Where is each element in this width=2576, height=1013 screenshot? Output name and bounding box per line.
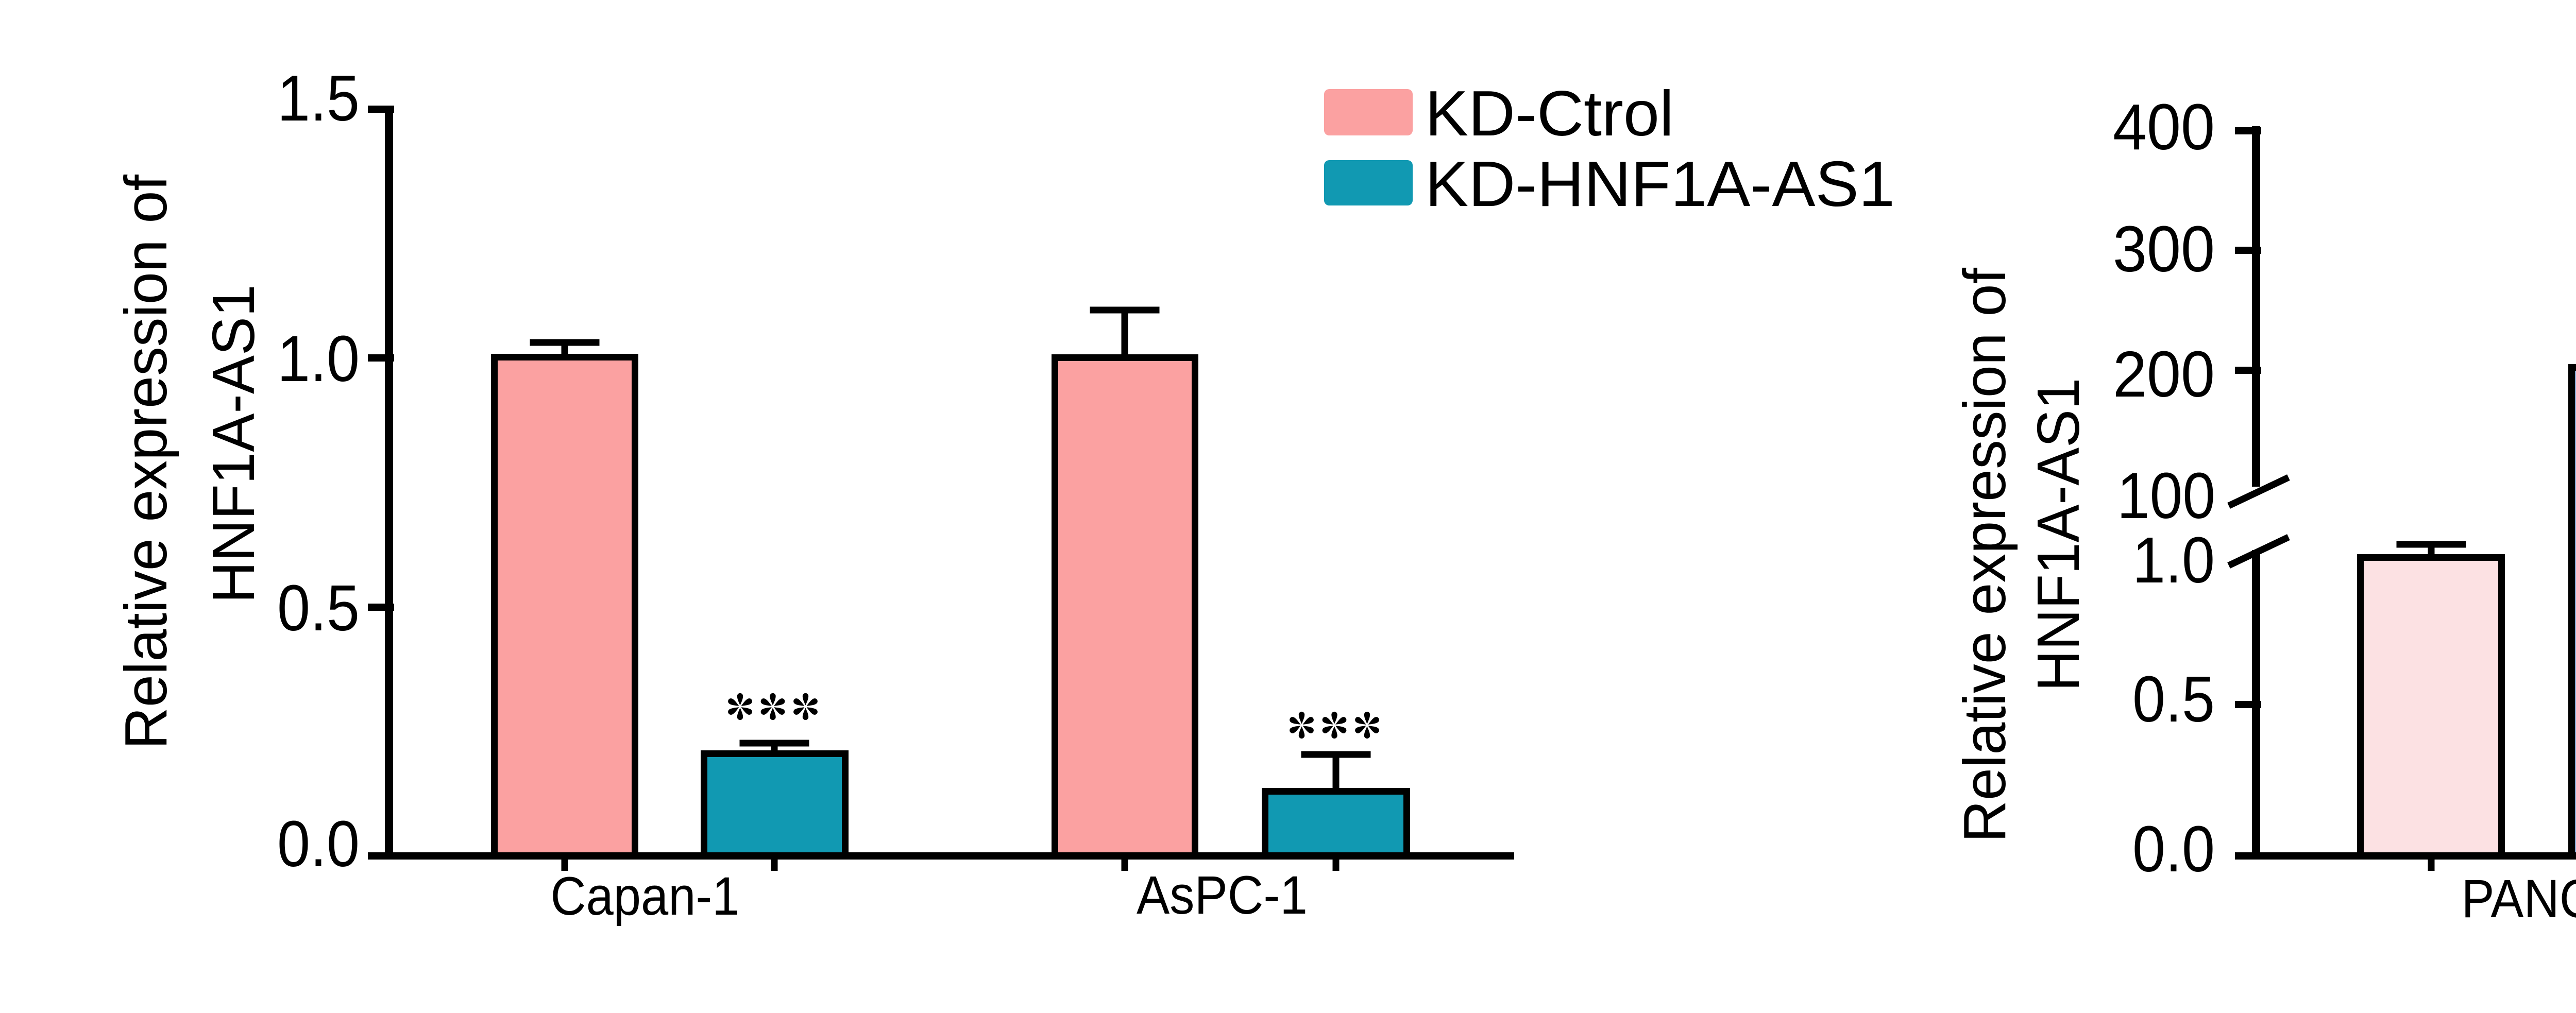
svg-text:Relative expression of: Relative expression of (112, 174, 179, 749)
svg-text:300: 300 (2113, 213, 2215, 285)
svg-text:400: 400 (2113, 91, 2215, 163)
svg-text:1.0: 1.0 (2132, 524, 2215, 596)
svg-text:HNF1A-AS1: HNF1A-AS1 (200, 285, 267, 604)
svg-text:100: 100 (2117, 459, 2215, 532)
svg-text:1.0: 1.0 (277, 322, 360, 395)
svg-text:200: 200 (2113, 338, 2215, 410)
svg-text:0.5: 0.5 (277, 572, 360, 644)
svg-text:Capan-1: Capan-1 (551, 866, 740, 926)
svg-text:KD-HNF1A-AS1: KD-HNF1A-AS1 (1425, 149, 1895, 220)
svg-text:Relative expression of: Relative expression of (1951, 267, 2018, 843)
svg-text:0.0: 0.0 (277, 808, 360, 880)
svg-text:1.5: 1.5 (277, 62, 360, 134)
svg-text:HNF1A-AS1: HNF1A-AS1 (2025, 378, 2092, 692)
svg-text:PANC-1: PANC-1 (2462, 869, 2576, 929)
svg-text:0.0: 0.0 (2132, 813, 2215, 885)
svg-text:KD-Ctrol: KD-Ctrol (1425, 78, 1674, 149)
svg-text:0.5: 0.5 (2132, 663, 2215, 735)
svg-text:AsPC-1: AsPC-1 (1137, 865, 1308, 925)
